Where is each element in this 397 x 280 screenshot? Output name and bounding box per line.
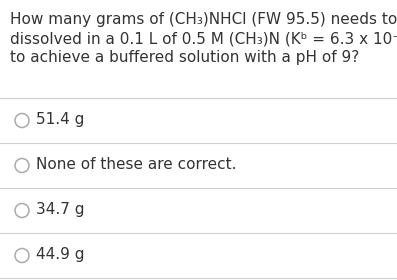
Text: 51.4 g: 51.4 g [36, 112, 85, 127]
Text: to achieve a buffered solution with a pH of 9?: to achieve a buffered solution with a pH… [10, 50, 359, 65]
Text: 44.9 g: 44.9 g [36, 247, 85, 262]
Text: 34.7 g: 34.7 g [36, 202, 85, 217]
Text: None of these are correct.: None of these are correct. [36, 157, 237, 172]
Text: How many grams of (CH₃)NHCl (FW 95.5) needs to be: How many grams of (CH₃)NHCl (FW 95.5) ne… [10, 12, 397, 27]
Text: dissolved in a 0.1 L of 0.5 M (CH₃)N (Kᵇ = 6.3 x 10⁻⁵): dissolved in a 0.1 L of 0.5 M (CH₃)N (Kᵇ… [10, 31, 397, 46]
